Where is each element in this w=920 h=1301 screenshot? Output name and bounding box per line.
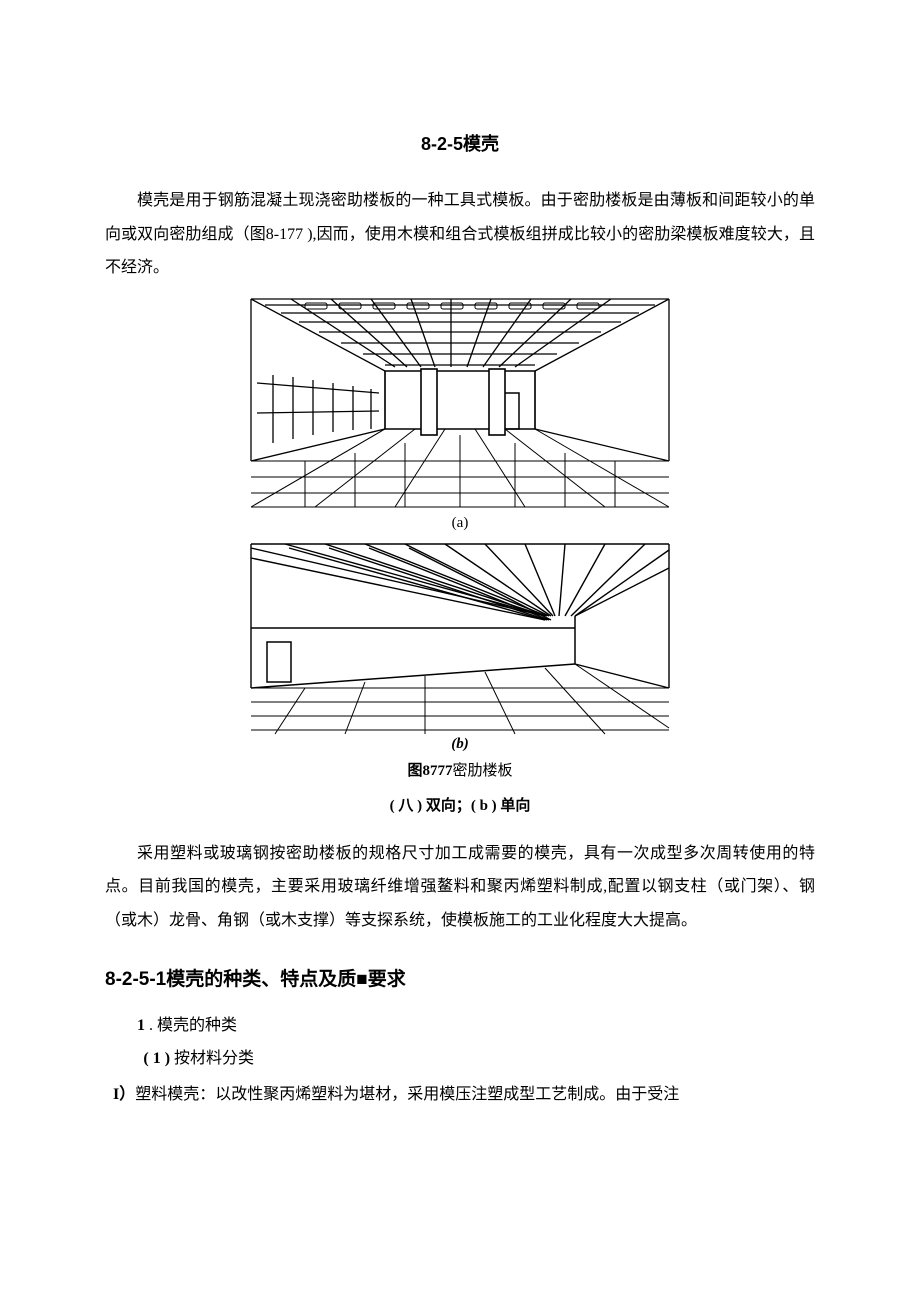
list-item-1-number: 1: [137, 1017, 145, 1034]
figure-b-illustration: [245, 538, 675, 738]
list-item-1-1: ( 1 ) 按材料分类: [143, 1042, 815, 1076]
figure-subcaption: ( 八 ) 双向；( b ) 单向: [105, 794, 815, 815]
figure-caption: 图8777密肋楼板: [105, 759, 815, 780]
list-item-i-text: 塑料模壳：以改性聚丙烯塑料为堪材，采用模压注塑成型工艺制成。由于受注: [135, 1086, 679, 1103]
list-item-1-1-number: ( 1 ): [143, 1050, 170, 1067]
figure-caption-text: 密肋楼板: [453, 763, 513, 779]
paragraph-1: 模壳是用于钢筋混凝土现浇密助楼板的一种工具式模板。由于密肋楼板是由薄板和间距较小…: [105, 184, 815, 285]
list-item-i-number: I）: [113, 1086, 135, 1103]
list-item-1-text: . 模壳的种类: [145, 1017, 237, 1034]
section-title: 8-2-5模壳: [105, 130, 815, 156]
subsection-heading: 8-2-5-1模壳的种类、特点及质■要求: [105, 964, 815, 991]
paragraph-2: 采用塑料或玻璃钢按密助楼板的规格尺寸加工成需要的模壳，具有一次成型多次周转使用的…: [105, 837, 815, 938]
figure-b-label: (b): [105, 736, 815, 753]
figure-caption-prefix: 图8777: [407, 763, 452, 779]
figure-block: (a): [105, 293, 815, 815]
figure-a-illustration: [245, 293, 675, 513]
list-item-i: I）塑料模壳：以改性聚丙烯塑料为堪材，采用模压注塑成型工艺制成。由于受注: [113, 1078, 815, 1112]
figure-a-label: (a): [105, 515, 815, 532]
list-item-1-1-text: 按材料分类: [170, 1050, 254, 1067]
list-item-1: 1 . 模壳的种类: [137, 1009, 815, 1043]
